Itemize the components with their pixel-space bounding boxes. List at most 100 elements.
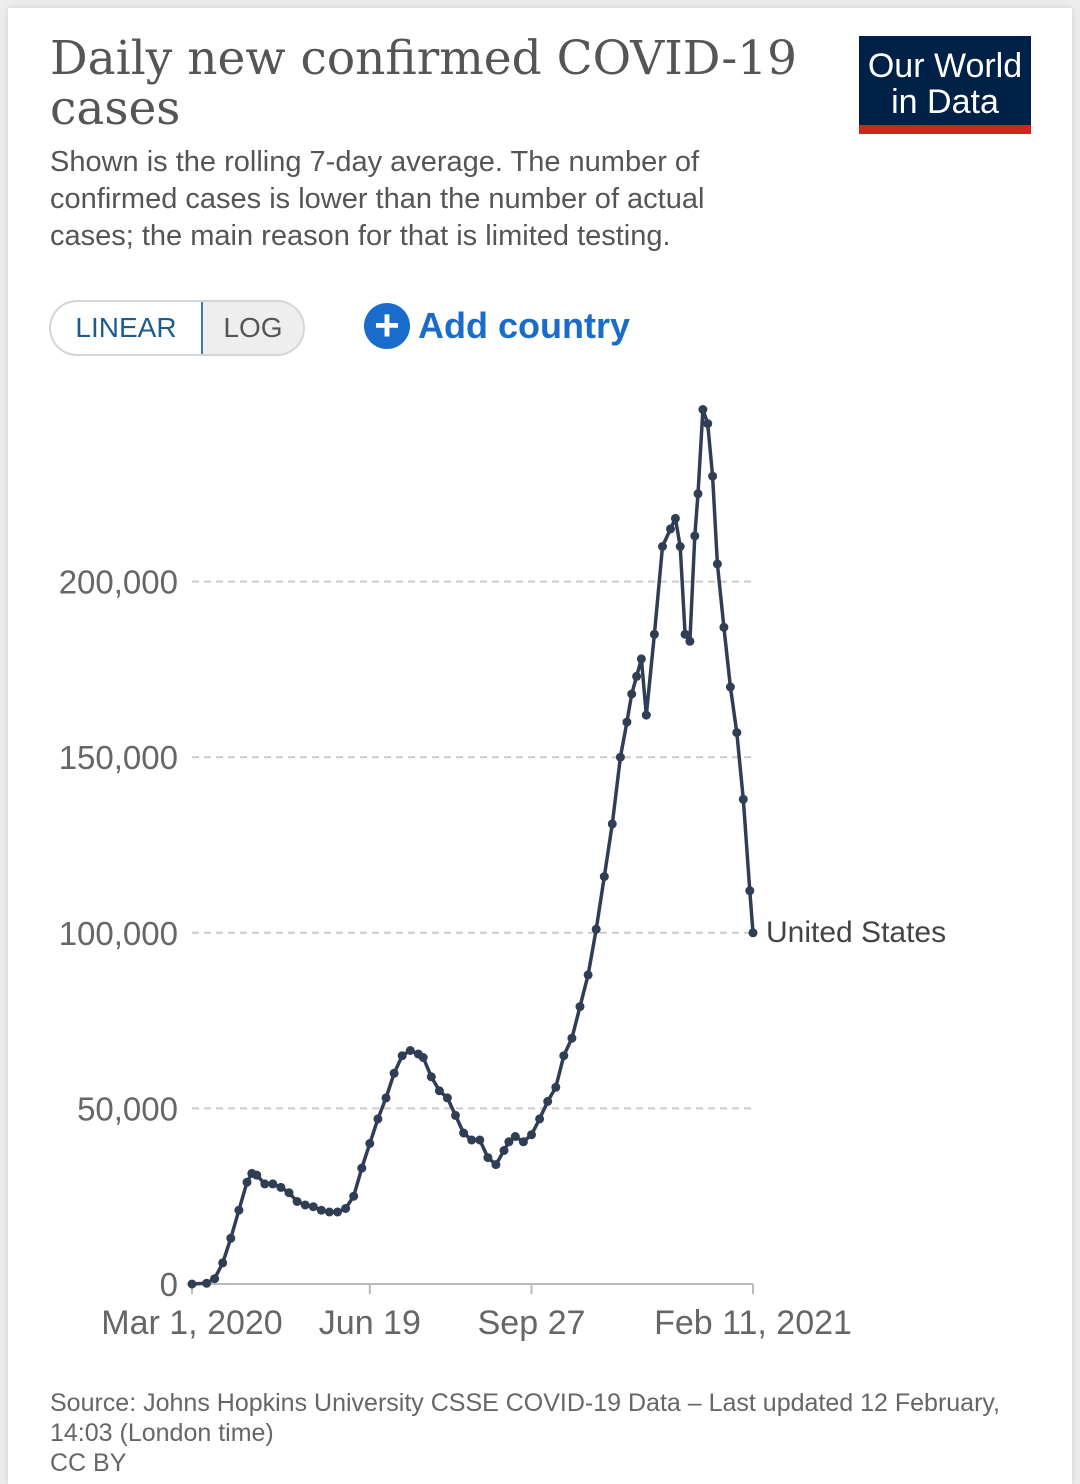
data-point xyxy=(698,405,708,414)
data-point xyxy=(218,1258,228,1268)
data-point xyxy=(649,629,659,639)
data-point xyxy=(583,970,593,980)
data-point xyxy=(242,1177,252,1187)
data-point xyxy=(252,1170,262,1180)
log-scale-button[interactable]: LOG xyxy=(223,312,283,343)
data-point xyxy=(632,671,642,681)
data-point xyxy=(599,872,609,882)
data-point xyxy=(745,886,755,896)
data-point xyxy=(567,1033,577,1043)
data-point xyxy=(685,636,695,646)
data-point xyxy=(748,928,758,938)
y-tick-label: 50,000 xyxy=(77,1090,178,1127)
data-point xyxy=(349,1191,359,1201)
data-point xyxy=(732,728,742,738)
x-tick-label: Sep 27 xyxy=(478,1304,586,1342)
data-point xyxy=(719,622,729,632)
data-point xyxy=(300,1200,310,1210)
data-point xyxy=(405,1046,415,1055)
data-point xyxy=(675,542,685,551)
series-label-united-states: United States xyxy=(766,916,946,949)
logo-line-1: Our World xyxy=(867,46,1023,85)
linear-scale-button[interactable]: LINEAR xyxy=(51,302,203,354)
data-point xyxy=(670,513,680,523)
data-point xyxy=(551,1082,561,1092)
add-country-button[interactable]: + Add country xyxy=(364,302,630,350)
plus-icon: + xyxy=(364,303,410,349)
data-point xyxy=(627,689,637,699)
data-point xyxy=(499,1146,509,1155)
data-point xyxy=(234,1205,244,1215)
data-point xyxy=(518,1137,528,1147)
data-point xyxy=(268,1179,278,1189)
data-point xyxy=(708,471,718,481)
add-country-label: Add country xyxy=(418,305,630,346)
data-point xyxy=(341,1204,351,1213)
data-point xyxy=(504,1137,514,1147)
data-point xyxy=(187,1279,197,1289)
data-point xyxy=(636,654,646,664)
y-tick-label: 200,000 xyxy=(59,564,178,601)
data-point xyxy=(641,710,651,720)
x-tick-label: Mar 1, 2020 xyxy=(101,1304,282,1342)
data-point xyxy=(381,1093,391,1103)
data-point xyxy=(467,1135,477,1145)
data-point xyxy=(210,1274,220,1284)
data-point xyxy=(491,1160,501,1170)
scale-toggle: LINEAR LOG xyxy=(49,300,305,356)
data-point xyxy=(693,489,703,499)
data-point xyxy=(324,1207,334,1217)
data-point xyxy=(426,1072,436,1082)
data-point xyxy=(276,1182,286,1192)
data-point xyxy=(527,1130,536,1140)
data-point xyxy=(442,1093,452,1103)
data-point xyxy=(226,1233,236,1243)
source-note: Source: Johns Hopkins University CSSE CO… xyxy=(50,1389,1000,1447)
data-point xyxy=(658,542,667,551)
data-point xyxy=(666,524,675,534)
data-point xyxy=(459,1128,469,1138)
y-tick-label: 100,000 xyxy=(59,915,178,952)
data-point xyxy=(357,1163,367,1173)
data-point xyxy=(690,531,700,541)
data-point xyxy=(316,1205,326,1215)
logo-line-2: in Data xyxy=(891,82,999,121)
data-point xyxy=(703,419,713,429)
data-point xyxy=(543,1096,553,1106)
data-point xyxy=(575,1002,585,1012)
data-point xyxy=(365,1139,375,1148)
chart-subtitle: Shown is the rolling 7-day average. The … xyxy=(50,146,705,252)
x-tick-label: Jun 19 xyxy=(319,1304,421,1342)
chart-title: Daily new confirmed COVID-19 cases xyxy=(50,31,798,136)
chart-card: Daily new confirmed COVID-19 cases Shown… xyxy=(8,8,1072,1484)
y-tick-label: 0 xyxy=(160,1266,178,1303)
data-point xyxy=(725,682,735,692)
data-point xyxy=(483,1153,493,1163)
data-point xyxy=(202,1278,212,1288)
owid-logo[interactable]: Our World in Data xyxy=(859,36,1031,134)
data-point xyxy=(738,794,748,804)
data-point xyxy=(260,1179,270,1189)
data-point xyxy=(535,1114,545,1124)
data-point xyxy=(680,629,690,639)
data-point xyxy=(591,924,601,934)
data-point xyxy=(475,1135,485,1145)
data-point xyxy=(451,1110,460,1120)
data-point xyxy=(559,1051,569,1061)
data-point xyxy=(510,1132,520,1141)
data-point xyxy=(308,1202,318,1212)
data-point xyxy=(434,1086,444,1096)
data-point xyxy=(284,1188,294,1198)
license-note: CC BY xyxy=(50,1449,127,1477)
data-point xyxy=(622,717,632,727)
data-point xyxy=(615,752,625,762)
x-tick-label: Feb 11, 2021 xyxy=(654,1304,852,1342)
data-point xyxy=(607,819,617,829)
data-point xyxy=(373,1114,383,1124)
data-point xyxy=(418,1053,428,1062)
data-point xyxy=(292,1197,302,1206)
data-point xyxy=(397,1051,407,1061)
series-line-united-states xyxy=(191,407,755,1286)
data-point xyxy=(389,1068,399,1078)
